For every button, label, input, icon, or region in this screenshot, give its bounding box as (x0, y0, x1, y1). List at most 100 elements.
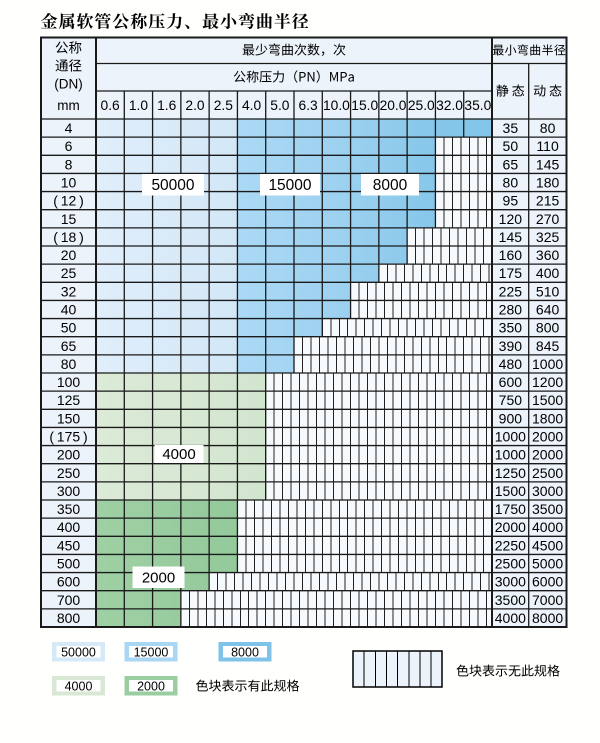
svg-text:65: 65 (61, 338, 77, 354)
svg-text:3500: 3500 (495, 592, 526, 608)
svg-text:325: 325 (536, 229, 560, 245)
svg-text:125: 125 (57, 392, 81, 408)
svg-text:35: 35 (503, 120, 519, 136)
svg-text:50000: 50000 (61, 645, 96, 659)
svg-text:480: 480 (499, 356, 523, 372)
svg-text:145: 145 (536, 156, 560, 172)
svg-text:180: 180 (536, 175, 560, 191)
svg-text:15000: 15000 (268, 177, 311, 194)
svg-text:120: 120 (499, 211, 523, 227)
svg-text:3000: 3000 (532, 483, 563, 499)
svg-text:350: 350 (57, 501, 81, 517)
svg-text:160: 160 (499, 247, 523, 263)
svg-text:6: 6 (65, 138, 73, 154)
svg-text:270: 270 (536, 211, 560, 227)
svg-text:2250: 2250 (495, 537, 526, 553)
svg-text:510: 510 (536, 283, 560, 299)
svg-text:(DN): (DN) (54, 77, 83, 92)
svg-text:1500: 1500 (495, 483, 526, 499)
svg-text:150: 150 (57, 410, 81, 426)
svg-text:2000: 2000 (532, 447, 563, 463)
svg-text:3000: 3000 (495, 574, 526, 590)
svg-text:4000: 4000 (495, 610, 526, 626)
svg-text:( 12 ): ( 12 ) (53, 193, 84, 209)
svg-text:8000: 8000 (231, 645, 259, 659)
svg-text:360: 360 (536, 247, 560, 263)
svg-text:750: 750 (499, 392, 523, 408)
svg-text:65: 65 (503, 156, 519, 172)
svg-text:1000: 1000 (495, 447, 526, 463)
svg-text:0.6: 0.6 (101, 98, 121, 113)
svg-text:640: 640 (536, 302, 560, 318)
svg-text:1200: 1200 (532, 374, 563, 390)
svg-text:( 18 ): ( 18 ) (53, 229, 84, 245)
svg-text:175: 175 (499, 265, 523, 281)
svg-text:10.0: 10.0 (323, 98, 350, 113)
svg-text:2.0: 2.0 (185, 98, 205, 113)
svg-text:110: 110 (536, 138, 559, 154)
svg-text:32: 32 (61, 283, 77, 299)
svg-text:4000: 4000 (65, 679, 93, 693)
svg-text:600: 600 (57, 574, 81, 590)
svg-text:5000: 5000 (532, 556, 563, 572)
svg-text:350: 350 (499, 320, 523, 336)
svg-text:845: 845 (536, 338, 560, 354)
svg-text:10: 10 (61, 175, 77, 191)
svg-text:20.0: 20.0 (380, 98, 407, 113)
svg-text:2.5: 2.5 (214, 98, 234, 113)
svg-text:50: 50 (503, 138, 519, 154)
svg-text:1250: 1250 (495, 465, 526, 481)
svg-text:2500: 2500 (532, 465, 563, 481)
svg-text:300: 300 (57, 483, 81, 499)
svg-text:1000: 1000 (532, 356, 563, 372)
svg-text:500: 500 (57, 556, 81, 572)
svg-text:2000: 2000 (137, 679, 165, 693)
svg-text:4500: 4500 (532, 537, 563, 553)
svg-text:400: 400 (536, 265, 560, 281)
svg-text:4.0: 4.0 (242, 98, 262, 113)
svg-text:5.0: 5.0 (270, 98, 290, 113)
svg-text:15.0: 15.0 (351, 98, 378, 113)
svg-text:390: 390 (499, 338, 523, 354)
svg-text:800: 800 (57, 610, 81, 626)
svg-text:600: 600 (499, 374, 523, 390)
svg-text:280: 280 (499, 302, 523, 318)
svg-text:6.3: 6.3 (299, 98, 319, 113)
svg-text:95: 95 (503, 193, 519, 209)
svg-text:32.0: 32.0 (436, 98, 463, 113)
svg-text:900: 900 (499, 410, 523, 426)
svg-text:215: 215 (536, 193, 560, 209)
svg-text:400: 400 (57, 519, 81, 535)
svg-text:mm: mm (57, 98, 80, 113)
svg-text:25.0: 25.0 (408, 98, 435, 113)
svg-text:250: 250 (57, 465, 81, 481)
svg-text:4000: 4000 (162, 446, 195, 463)
svg-text:4: 4 (65, 120, 73, 136)
svg-text:6000: 6000 (532, 574, 563, 590)
svg-text:100: 100 (57, 374, 81, 390)
svg-text:1750: 1750 (495, 501, 526, 517)
svg-text:50: 50 (61, 320, 77, 336)
svg-text:1.6: 1.6 (157, 98, 177, 113)
svg-text:2000: 2000 (495, 519, 526, 535)
svg-text:225: 225 (499, 283, 523, 299)
svg-text:8000: 8000 (373, 177, 408, 194)
svg-text:40: 40 (61, 302, 77, 318)
svg-text:1500: 1500 (532, 392, 563, 408)
svg-text:2000: 2000 (142, 569, 175, 586)
svg-text:2500: 2500 (495, 556, 526, 572)
svg-text:8: 8 (65, 156, 73, 172)
svg-text:800: 800 (536, 320, 560, 336)
svg-text:15: 15 (61, 211, 77, 227)
svg-text:700: 700 (57, 592, 81, 608)
svg-text:450: 450 (57, 537, 81, 553)
svg-text:4000: 4000 (532, 519, 563, 535)
svg-text:1.0: 1.0 (129, 98, 149, 113)
svg-text:15000: 15000 (134, 645, 169, 659)
svg-text:1800: 1800 (532, 410, 563, 426)
svg-text:1000: 1000 (495, 429, 526, 445)
svg-text:200: 200 (57, 447, 81, 463)
svg-text:2000: 2000 (532, 429, 563, 445)
svg-text:145: 145 (499, 229, 523, 245)
svg-text:25: 25 (61, 265, 77, 281)
